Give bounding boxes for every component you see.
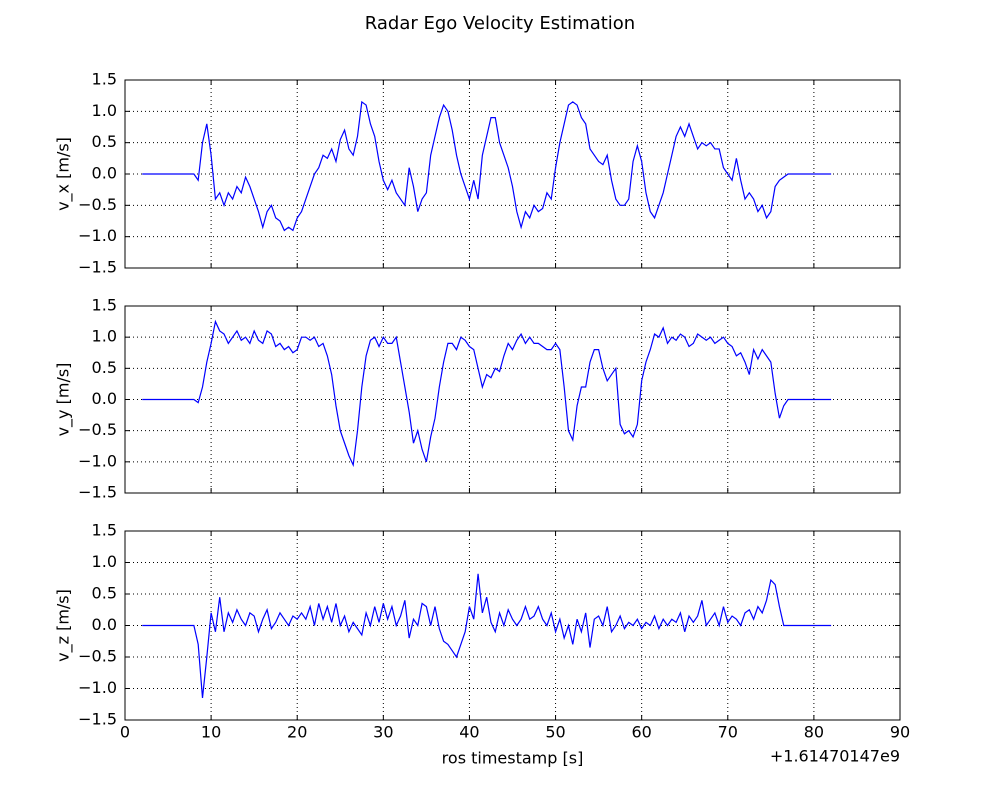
x-tick-label: 0	[120, 723, 130, 742]
y-axis-label: v_z [m/s]	[54, 589, 74, 662]
data-line	[142, 319, 832, 468]
y-tick-label: −1.0	[78, 451, 117, 470]
y-tick-label: 1.5	[92, 296, 117, 315]
chart-title: Radar Ego Velocity Estimation	[365, 13, 635, 34]
y-tick-label: −1.5	[78, 710, 117, 729]
y-tick-label: 0.5	[92, 584, 117, 603]
y-axis-label: v_y [m/s]	[54, 363, 74, 437]
y-tick-label: −0.5	[78, 195, 117, 214]
y-tick-label: −0.5	[78, 420, 117, 439]
data-line	[142, 573, 832, 699]
y-tick-label: 1.5	[92, 521, 117, 540]
y-tick-label: 0.5	[92, 358, 117, 377]
plot-frame	[124, 305, 901, 494]
y-tick-label: −1.5	[78, 258, 117, 277]
plot-frame	[124, 79, 901, 269]
y-tick-label: −0.5	[78, 647, 117, 666]
y-tick-label: 0.0	[92, 164, 117, 183]
y-tick-label: 0.5	[92, 132, 117, 151]
x-tick-label: 60	[631, 723, 651, 742]
y-tick-label: −1.0	[78, 226, 117, 245]
x-tick-label: 90	[890, 723, 910, 742]
y-tick-label: 0.0	[92, 389, 117, 408]
x-tick-label: 10	[201, 723, 221, 742]
y-tick-label: 0.0	[92, 615, 117, 634]
x-tick-label: 70	[718, 723, 738, 742]
x-offset-label: +1.61470147e9	[770, 747, 900, 766]
y-tick-label: −1.5	[78, 483, 117, 502]
x-tick-label: 80	[804, 723, 824, 742]
x-tick-label: 50	[545, 723, 565, 742]
plot-frame	[124, 530, 901, 721]
y-tick-label: 1.0	[92, 327, 117, 346]
y-tick-label: 1.0	[92, 552, 117, 571]
x-tick-label: 40	[459, 723, 479, 742]
y-tick-label: −1.0	[78, 678, 117, 697]
data-line	[142, 100, 832, 232]
x-tick-label: 20	[287, 723, 307, 742]
y-tick-label: 1.0	[92, 101, 117, 120]
x-axis-label: ros timestamp [s]	[442, 749, 584, 768]
y-axis-label: v_x [m/s]	[54, 137, 74, 211]
y-tick-label: 1.5	[92, 70, 117, 89]
x-tick-label: 30	[373, 723, 393, 742]
